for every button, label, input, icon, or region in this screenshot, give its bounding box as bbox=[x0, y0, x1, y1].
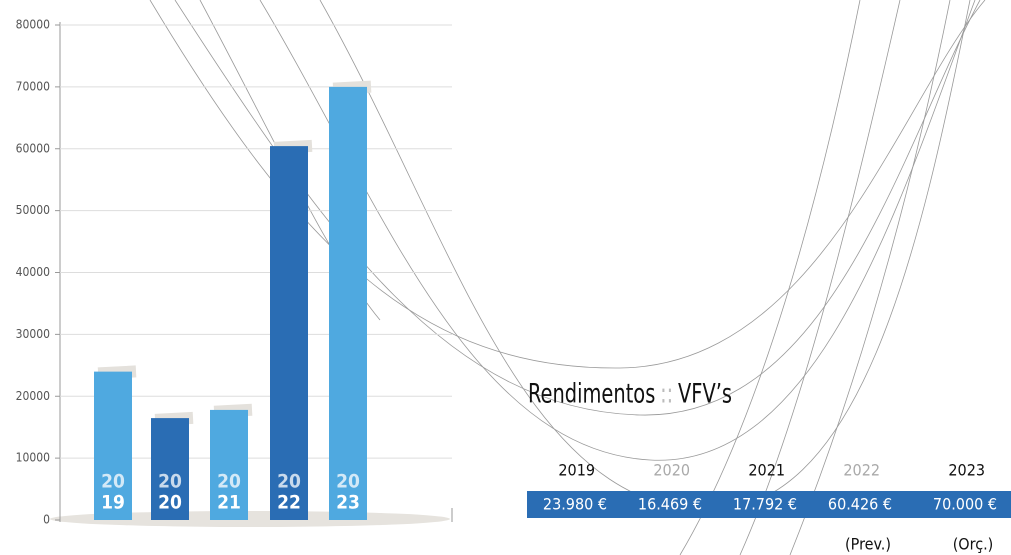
bar-label: 21 bbox=[217, 492, 241, 514]
year-label: 2022 bbox=[843, 461, 880, 480]
year-note: (Prev.) bbox=[845, 535, 891, 554]
y-tick-label: 30000 bbox=[16, 327, 50, 341]
table-title: Rendimentos::VFV’s bbox=[528, 377, 732, 409]
bar-label: 22 bbox=[277, 492, 301, 514]
bar-label: 20 bbox=[336, 471, 360, 493]
y-tick-label: 50000 bbox=[16, 203, 50, 217]
bar-label: 20 bbox=[158, 492, 182, 514]
bar bbox=[270, 146, 308, 520]
bar-label: 20 bbox=[277, 471, 301, 493]
y-tick-label: 40000 bbox=[16, 265, 50, 279]
year-label: 2021 bbox=[748, 461, 785, 480]
bar-label: 23 bbox=[336, 492, 360, 514]
year-label: 2023 bbox=[948, 461, 985, 480]
y-tick-label: 20000 bbox=[16, 389, 50, 403]
bar-label: 19 bbox=[101, 492, 125, 514]
title-separator: :: bbox=[660, 377, 673, 409]
bar bbox=[329, 87, 367, 520]
value-label: 17.792 € bbox=[733, 495, 797, 514]
y-tick-label: 60000 bbox=[16, 141, 50, 155]
value-label: 70.000 € bbox=[933, 495, 997, 514]
year-note: (Orç.) bbox=[953, 535, 994, 554]
title-main: Rendimentos bbox=[528, 377, 655, 409]
value-label: 60.426 € bbox=[828, 495, 892, 514]
chart: Rendimentos::VFV’s 0 10000 20000 30000 40000… bbox=[0, 0, 1011, 555]
year-label: 2019 bbox=[558, 461, 595, 480]
y-tick-label: 10000 bbox=[16, 451, 50, 465]
value-label: 16.469 € bbox=[638, 495, 702, 514]
value-label: 23.980 € bbox=[543, 495, 607, 514]
bar-label: 20 bbox=[158, 471, 182, 493]
y-tick-label: 70000 bbox=[16, 79, 50, 93]
bar-label: 20 bbox=[217, 471, 241, 493]
year-label: 2020 bbox=[653, 461, 690, 480]
bar-label: 20 bbox=[101, 471, 125, 493]
title-name: VFV’s bbox=[678, 377, 732, 409]
y-tick-label: 0 bbox=[43, 513, 50, 527]
y-tick-label: 80000 bbox=[16, 18, 50, 32]
